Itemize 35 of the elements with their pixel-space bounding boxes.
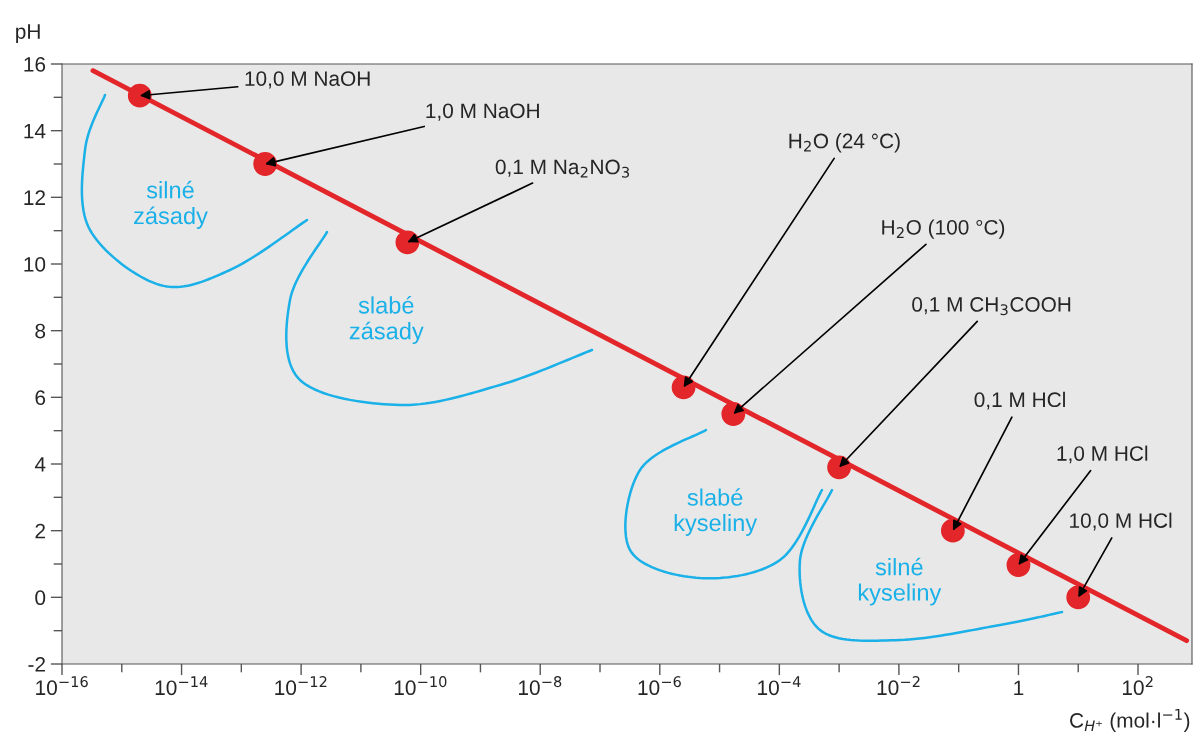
annotation: 10,0 M HCl: [1070, 512, 1172, 531]
annotation: 10,0 M NaOH: [245, 71, 370, 89]
x-tick-label: 10$^{−10}$: [394, 676, 447, 696]
annotation: H$_{2}$O (100 °C): [882, 219, 1005, 239]
annotation: 0,1 M HCl: [974, 391, 1065, 410]
annotation: slabé kyseliny: [674, 488, 758, 536]
x-tick-label: 10$^{−8}$: [519, 676, 562, 696]
x-tick-label: 10$^{−4}$: [758, 676, 801, 696]
y-tick-label: 10: [24, 257, 46, 272]
annotation: 1,0 M NaOH: [426, 103, 539, 121]
annotation: silné zásady: [134, 180, 208, 229]
y-tick-label: 14: [24, 123, 46, 139]
annotation: H$_{2}$O (24 °C): [789, 133, 900, 153]
annotation: 0,1 M Na$_{2}$NO$_{3}$: [495, 159, 630, 178]
annotation: slabé zásady: [349, 296, 424, 345]
x-tick-label: 10$^{−6}$: [638, 676, 681, 696]
y-tick-label: 16: [24, 57, 46, 72]
y-tick-label: 4: [34, 457, 46, 472]
annotation: 1,0 M HCl: [1057, 445, 1148, 464]
x-tick-label: 10$^{−2}$: [877, 676, 920, 696]
annotation: silné kyseliny: [858, 557, 942, 606]
x-tick-label: 1: [1014, 680, 1024, 696]
x-tick-label: 10$^{2}$: [1122, 676, 1153, 696]
y-tick-label: 2: [35, 523, 45, 539]
x-axis-title: C$_{H⁺}$ (mol·l$^{−1}$): [1070, 709, 1190, 732]
y-tick-label: 6: [35, 390, 46, 406]
y-axis-title: pH: [16, 24, 40, 43]
y-tick-label: 12: [24, 190, 45, 205]
x-tick-label: 10$^{−16}$: [36, 676, 88, 696]
x-tick-label: 10$^{−12}$: [275, 676, 327, 696]
y-tick-label: 0: [35, 590, 46, 606]
y-tick-label: 8: [35, 323, 46, 339]
x-tick-label: 10$^{−14}$: [155, 676, 208, 696]
annotation: 0,1 M CH$_{3}$COOH: [912, 297, 1071, 316]
y-tick-label: -2: [28, 657, 45, 672]
